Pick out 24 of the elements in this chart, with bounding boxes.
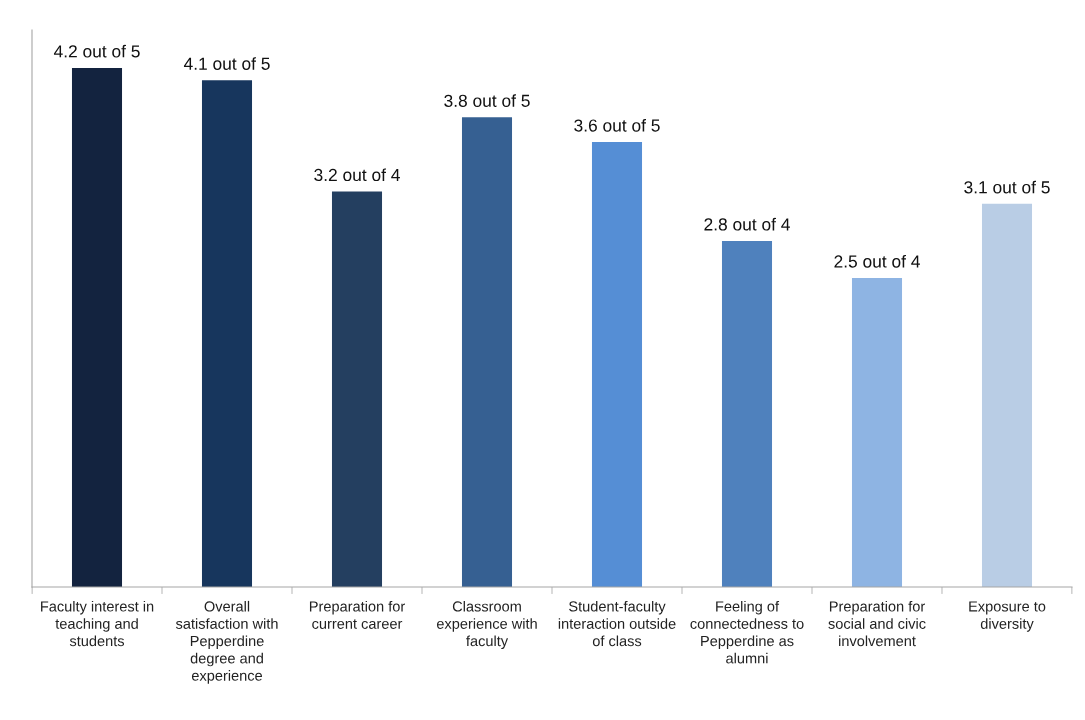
bar xyxy=(71,67,123,587)
bar xyxy=(721,240,773,587)
data-label: 2.8 out of 4 xyxy=(704,217,790,231)
bar xyxy=(981,203,1033,587)
x-tick-label: Classroom experience with faculty xyxy=(436,600,537,650)
x-tick-label: Faculty interest in teaching and students xyxy=(41,600,154,647)
data-label: 4.1 out of 5 xyxy=(183,57,270,70)
data-label: 4.2 out of 5 xyxy=(53,44,140,58)
x-tick-label: Exposure to diversity xyxy=(969,601,1046,632)
x-tick-label: Preparation for social and civic involvement xyxy=(828,600,926,647)
data-label: 3.8 out of 5 xyxy=(444,94,530,107)
x-tick-label: Overall satisfaction with Pepperdine degree and experience xyxy=(175,600,278,684)
x-tick-label: Student-faculty interaction outside of class xyxy=(558,600,676,647)
data-label: 2.5 out of 4 xyxy=(834,254,920,268)
bar xyxy=(331,191,383,587)
bar xyxy=(591,142,643,587)
bar xyxy=(851,278,903,587)
data-label: 3.2 out of 4 xyxy=(314,168,400,182)
x-tick-label: Feeling of connectedness to Pepperdine as alumni xyxy=(690,600,804,664)
data-label: 3.1 out of 5 xyxy=(964,180,1050,194)
bar xyxy=(461,117,513,587)
x-tick-label: Preparation for current career xyxy=(309,600,405,629)
data-label: 3.6 out of 5 xyxy=(574,118,660,132)
bar xyxy=(201,80,253,587)
